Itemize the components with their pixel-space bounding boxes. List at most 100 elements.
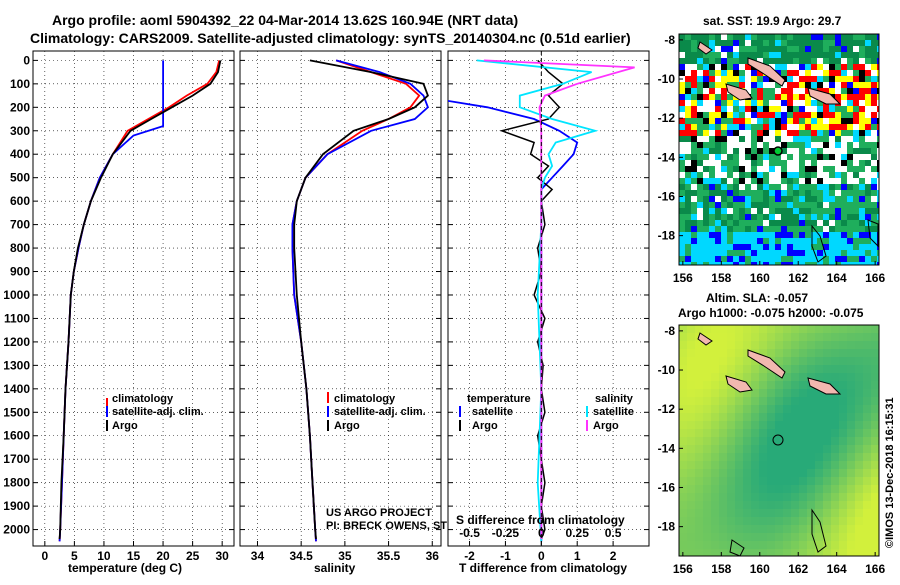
sst-cell	[859, 202, 865, 208]
sst-cell	[841, 238, 847, 244]
sla-cell	[871, 469, 879, 478]
sla-cell	[791, 485, 800, 494]
sst-cell	[709, 262, 715, 265]
sla-cell	[775, 389, 784, 398]
sla-cell	[807, 549, 816, 556]
sst-cell	[739, 76, 745, 82]
sst-cell	[763, 124, 769, 130]
sla-cell	[815, 541, 824, 550]
sst-cell	[841, 76, 847, 82]
sla-cell	[711, 541, 720, 550]
sst-cell	[823, 124, 829, 130]
sst-cell	[733, 172, 739, 178]
sst-cell	[679, 172, 685, 178]
sla-cell	[783, 365, 792, 374]
sla-cell	[855, 413, 864, 422]
x-tick-label: 5	[71, 549, 78, 563]
sla-cell	[791, 349, 800, 358]
sla-y-ticks: -8-10-12-14-16-18	[658, 324, 683, 534]
sst-cell	[691, 64, 697, 70]
sst-y-ticks: -8-10-12-14-16-18	[658, 33, 683, 243]
sla-cell	[823, 525, 832, 534]
sla-cell	[759, 365, 768, 374]
sal-diff-satellite-line	[476, 59, 599, 542]
sst-cell	[871, 34, 877, 40]
sla-cell	[847, 381, 856, 390]
sst-cell	[877, 214, 879, 220]
salinity-x-ticks: 34 34.5 35 35.5 36	[251, 541, 439, 563]
sst-cell	[811, 106, 817, 112]
sst-cell	[841, 250, 847, 256]
sst-cell	[703, 34, 709, 40]
sst-cell	[853, 100, 859, 106]
sst-cell	[811, 154, 817, 160]
sst-cell	[757, 52, 763, 58]
sst-cell	[685, 238, 691, 244]
sla-cell	[783, 453, 792, 462]
sst-cell	[721, 202, 727, 208]
sst-cell	[721, 250, 727, 256]
sla-cell	[695, 405, 704, 414]
sst-cell	[877, 124, 879, 130]
sla-cell	[759, 541, 768, 550]
sst-cell	[799, 256, 805, 262]
sst-cell	[715, 88, 721, 94]
sla-cell	[783, 485, 792, 494]
sst-cell	[685, 46, 691, 52]
sla-cell	[799, 389, 808, 398]
sst-cell	[691, 76, 697, 82]
sst-cell	[865, 46, 871, 52]
sst-cell	[805, 262, 811, 265]
sst-cell	[787, 166, 793, 172]
sst-cell	[703, 256, 709, 262]
sst-cell	[691, 82, 697, 88]
sst-cell	[751, 184, 757, 190]
sla-cell	[815, 477, 824, 486]
salinity-panel-frame	[239, 50, 442, 547]
sst-cell	[787, 148, 793, 154]
sst-cell	[697, 184, 703, 190]
sst-cell	[793, 34, 799, 40]
sst-island-1	[747, 57, 786, 87]
sst-cell	[745, 178, 751, 184]
sst-cell	[841, 130, 847, 136]
sla-cell	[735, 421, 744, 430]
sla-cell	[871, 333, 879, 342]
sst-cell	[865, 130, 871, 136]
sst-cell	[721, 142, 727, 148]
sst-cell	[697, 82, 703, 88]
sst-cell	[769, 64, 775, 70]
sst-cell	[835, 172, 841, 178]
sst-cell	[751, 178, 757, 184]
sst-cell	[805, 112, 811, 118]
sla-cell	[839, 413, 848, 422]
sst-cell	[805, 76, 811, 82]
sst-cell	[781, 238, 787, 244]
sst-cell	[769, 100, 775, 106]
sst-cell	[727, 166, 733, 172]
sla-cell	[679, 517, 688, 526]
sst-cell	[751, 88, 757, 94]
sst-cell	[733, 70, 739, 76]
sla-cell	[871, 461, 879, 470]
x-tick-label: 35.5	[377, 549, 401, 563]
sst-cell	[805, 166, 811, 172]
sst-cell	[715, 64, 721, 70]
sla-cell	[719, 501, 728, 510]
sst-cell	[709, 226, 715, 232]
sla-cell	[863, 477, 872, 486]
sla-cell	[767, 341, 776, 350]
sla-cell	[831, 349, 840, 358]
sst-cell	[751, 190, 757, 196]
sst-cell	[805, 70, 811, 76]
sla-cell	[783, 469, 792, 478]
sla-cell	[743, 509, 752, 518]
sla-cell	[847, 325, 856, 334]
sst-cell	[739, 142, 745, 148]
sst-cell	[829, 130, 835, 136]
sst-cell	[829, 124, 835, 130]
sst-cell	[787, 40, 793, 46]
sla-cell	[823, 533, 832, 542]
sst-cell	[709, 196, 715, 202]
sla-island-3	[807, 377, 842, 395]
